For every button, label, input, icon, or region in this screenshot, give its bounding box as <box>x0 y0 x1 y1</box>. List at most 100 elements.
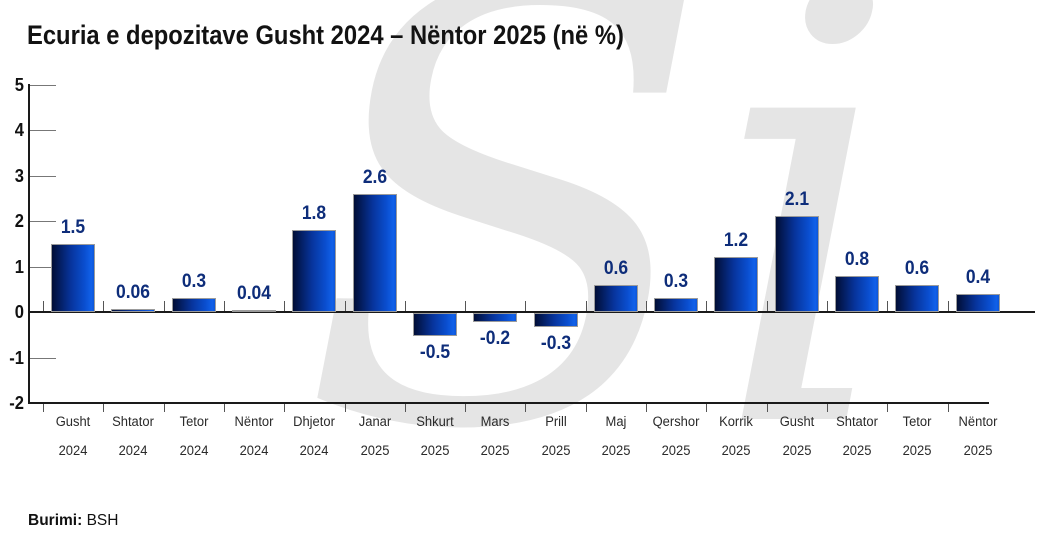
x-tick-zero <box>525 301 527 311</box>
x-tick-zero <box>404 301 406 311</box>
x-tick-bottom <box>404 404 406 412</box>
x-tick-bottom <box>284 404 286 412</box>
chart-title: Ecuria e depozitave Gusht 2024 – Nëntor … <box>27 20 624 50</box>
x-tick-bottom <box>525 404 527 412</box>
x-axis-label-month: Prill <box>544 414 567 429</box>
bar-value-label: 0.3 <box>663 271 689 293</box>
bar-value-label: 0.3 <box>181 271 206 293</box>
x-tick-bottom <box>766 404 768 412</box>
bar-value-label: -0.3 <box>540 332 571 354</box>
bar-value-label: 0.6 <box>905 257 930 279</box>
y-tick <box>30 357 56 359</box>
bar <box>895 284 940 312</box>
x-tick-bottom <box>223 404 225 412</box>
x-axis-label-year: 2025 <box>722 443 751 458</box>
x-tick-zero <box>223 301 225 311</box>
x-tick-zero <box>826 301 828 311</box>
x-tick-zero <box>766 301 768 311</box>
x-axis-label-month: Shtator <box>112 414 155 429</box>
x-axis-label-month: Janar <box>358 414 391 429</box>
y-axis-tick-label: 3 <box>14 165 24 186</box>
x-axis-label-month: Dhjetor <box>293 414 336 429</box>
x-tick-bottom <box>344 404 346 412</box>
x-axis-label-month: Nëntor <box>958 414 998 429</box>
bar <box>111 309 156 312</box>
source-label: Burimi: <box>28 512 83 529</box>
y-axis-tick-label: -2 <box>9 393 24 413</box>
x-axis-label-year: 2024 <box>179 443 209 458</box>
x-axis-label-month: Shtator <box>836 414 878 429</box>
zero-line <box>28 311 1035 313</box>
bar <box>171 298 216 312</box>
bar-value-label: 0.4 <box>965 266 990 288</box>
x-tick-bottom <box>646 404 647 412</box>
y-axis-tick-label: 5 <box>14 74 24 95</box>
bar-value-label: 1.2 <box>724 230 749 252</box>
y-axis-tick-label: -1 <box>9 347 24 368</box>
bar-value-label: -0.2 <box>480 328 511 350</box>
x-axis-label-month: Gusht <box>55 414 91 429</box>
x-axis-label-month: Tetor <box>902 414 932 429</box>
x-tick-zero <box>103 301 105 311</box>
x-axis-label-year: 2025 <box>661 443 691 458</box>
x-axis-label-year: 2025 <box>480 443 510 458</box>
x-axis-label-month: Tetor <box>179 414 209 429</box>
x-axis-label-year: 2025 <box>902 443 932 458</box>
x-tick-zero <box>43 301 44 311</box>
x-axis-label-year: 2025 <box>601 443 631 458</box>
bar <box>654 298 699 312</box>
bar <box>955 293 1000 312</box>
x-tick-zero <box>163 301 165 311</box>
x-axis-label-year: 2024 <box>299 443 329 458</box>
bar-value-label: -0.5 <box>419 341 451 363</box>
y-tick <box>30 130 56 131</box>
x-tick-bottom <box>103 404 105 412</box>
bar-value-label: 1.8 <box>302 203 327 225</box>
source-note: Burimi: BSH <box>28 512 118 530</box>
x-axis-label-year: 2025 <box>541 443 570 458</box>
x-tick-zero <box>344 301 346 311</box>
x-tick-zero <box>887 301 889 311</box>
x-axis-label-year: 2025 <box>420 443 450 458</box>
bar <box>533 313 578 327</box>
y-tick <box>30 266 56 268</box>
bar <box>835 275 880 312</box>
x-axis-label-year: 2025 <box>782 443 812 458</box>
y-axis-tick-label: 2 <box>14 211 24 231</box>
y-tick <box>30 175 56 177</box>
bar <box>292 230 337 312</box>
source-value-text: BSH <box>86 512 119 529</box>
bar <box>51 243 96 312</box>
x-tick-bottom <box>947 404 949 412</box>
x-axis-label-year: 2024 <box>119 443 148 458</box>
x-axis-label-year: 2025 <box>963 443 993 458</box>
x-axis-label-month: Mars <box>480 414 510 429</box>
x-tick-zero <box>706 301 708 311</box>
x-tick-bottom <box>887 404 889 412</box>
x-tick-bottom <box>826 404 828 412</box>
x-tick-bottom <box>163 404 165 412</box>
x-axis-label-year: 2025 <box>842 443 872 458</box>
bar-value-label: 0.6 <box>603 257 628 279</box>
x-tick-zero <box>465 301 467 311</box>
bar-value-label: 0.06 <box>116 282 151 304</box>
x-tick-zero <box>646 301 647 311</box>
x-axis-label-month: Nëntor <box>234 414 274 429</box>
x-axis-label-month: Gusht <box>779 414 815 429</box>
x-tick-zero <box>947 301 949 311</box>
bar <box>774 216 819 312</box>
bar <box>714 257 759 312</box>
bar-value-label: 0.04 <box>237 283 272 304</box>
x-tick-zero <box>585 301 587 311</box>
x-axis-label-year: 2024 <box>239 443 269 458</box>
bar <box>412 313 457 336</box>
bar <box>473 313 518 323</box>
bar-value-label: 2.1 <box>784 189 809 211</box>
y-axis-tick-label: 4 <box>14 120 24 140</box>
bar <box>593 284 638 312</box>
bar <box>232 310 277 312</box>
y-axis-tick-label: 1 <box>14 256 24 277</box>
x-axis-label-month: Qershor <box>652 414 700 429</box>
x-axis-label-year: 2025 <box>360 443 390 458</box>
